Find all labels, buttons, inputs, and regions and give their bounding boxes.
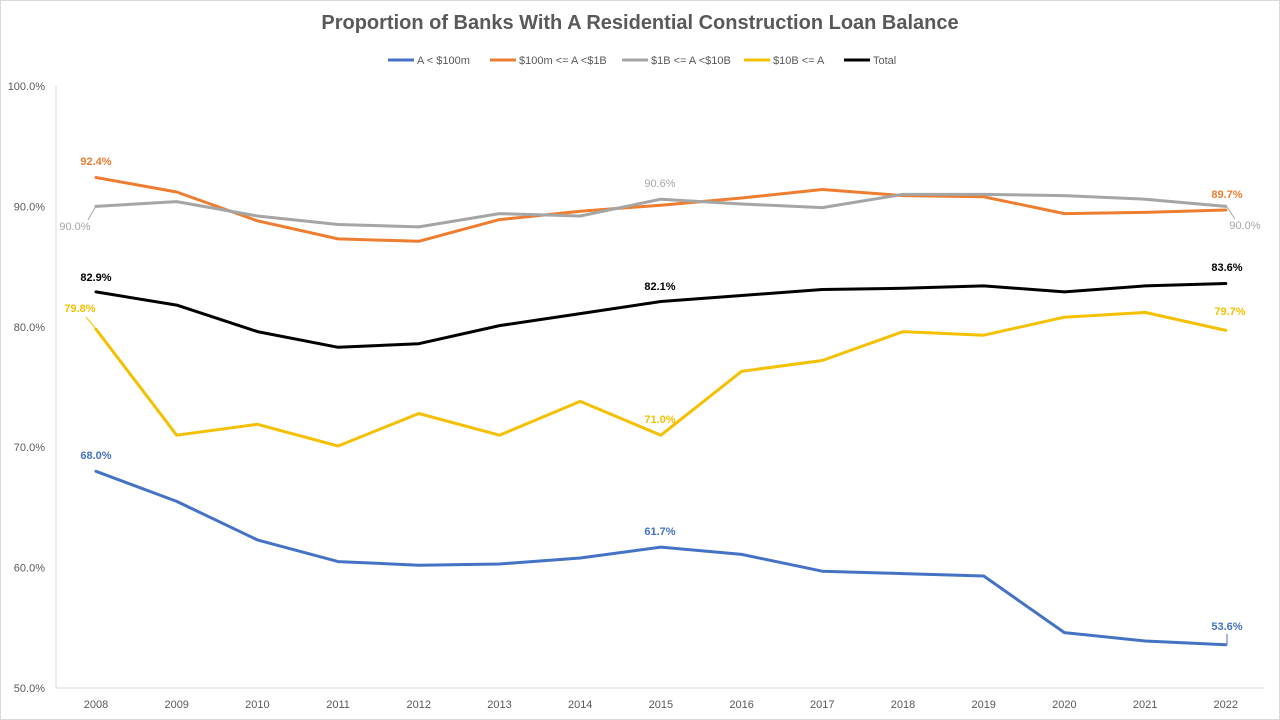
- data-label: 61.7%: [644, 526, 675, 538]
- y-tick-label: 90.0%: [14, 201, 45, 213]
- x-tick-label: 2017: [810, 699, 834, 711]
- legend-label: $10B <= A: [773, 55, 825, 67]
- leader-line: [1226, 206, 1236, 220]
- y-tick-label: 70.0%: [14, 442, 45, 454]
- data-label: 79.7%: [1214, 306, 1245, 318]
- x-tick-label: 2008: [84, 699, 108, 711]
- x-tick-label: 2014: [568, 699, 592, 711]
- legend-label: $1B <= A <$10B: [651, 55, 731, 67]
- x-tick-label: 2022: [1214, 699, 1238, 711]
- series-line-3: [94, 310, 1228, 448]
- x-tick-label: 2016: [729, 699, 753, 711]
- leader-line: [87, 205, 97, 221]
- series-line-0: [94, 469, 1228, 647]
- data-label: 79.8%: [64, 303, 95, 315]
- chart-title: Proportion of Banks With A Residential C…: [321, 12, 959, 34]
- x-tick-label: 2011: [326, 699, 350, 711]
- x-tick-label: 2013: [487, 699, 511, 711]
- legend-label: A < $100m: [417, 55, 470, 67]
- x-tick-label: 2019: [971, 699, 995, 711]
- y-tick-label: 100.0%: [8, 81, 46, 93]
- data-label: 92.4%: [80, 156, 111, 168]
- y-tick-label: 80.0%: [14, 322, 45, 334]
- series-line-4: [94, 282, 1228, 349]
- x-tick-label: 2015: [649, 699, 673, 711]
- series-line-2: [94, 192, 1228, 229]
- data-label: 90.0%: [1229, 220, 1260, 232]
- data-label: 90.0%: [59, 221, 90, 233]
- x-tick-label: 2010: [245, 699, 269, 711]
- legend-label: Total: [873, 55, 896, 67]
- series-line-1: [94, 176, 1228, 243]
- y-tick-label: 50.0%: [14, 683, 45, 695]
- data-label: 68.0%: [80, 450, 111, 462]
- x-tick-label: 2021: [1133, 699, 1157, 711]
- x-tick-label: 2020: [1052, 699, 1076, 711]
- data-label: 89.7%: [1211, 189, 1242, 201]
- data-label: 90.6%: [644, 178, 675, 190]
- data-label: 53.6%: [1211, 621, 1242, 633]
- data-label: 82.9%: [80, 272, 111, 284]
- data-label: 83.6%: [1211, 262, 1242, 274]
- x-tick-label: 2018: [891, 699, 915, 711]
- x-tick-label: 2009: [164, 699, 188, 711]
- leader-line: [85, 316, 97, 330]
- data-label: 71.0%: [644, 414, 675, 426]
- x-tick-label: 2012: [407, 699, 431, 711]
- data-label: 82.1%: [644, 281, 675, 293]
- y-tick-label: 60.0%: [14, 563, 45, 575]
- legend-label: $100m <= A <$1B: [519, 55, 607, 67]
